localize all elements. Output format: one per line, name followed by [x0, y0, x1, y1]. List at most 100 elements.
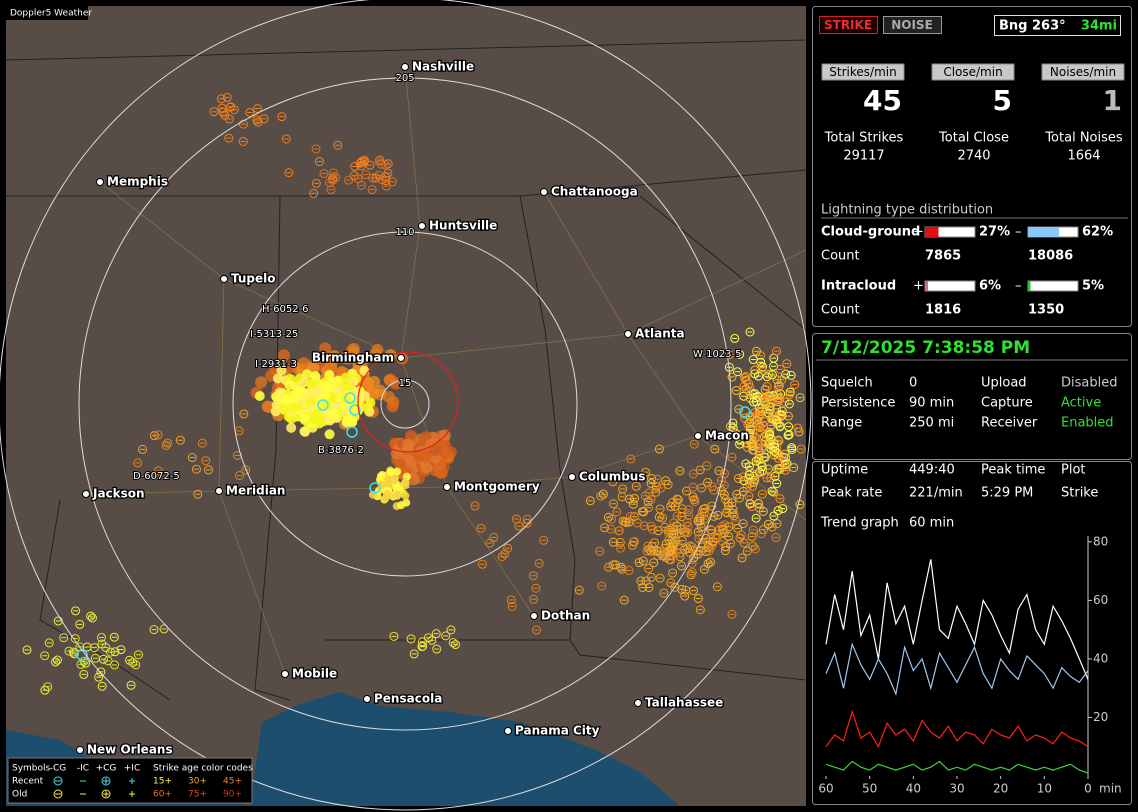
dist-name: Intracloud — [821, 279, 896, 294]
strike-symbol — [281, 395, 292, 406]
strike-symbol — [329, 408, 340, 419]
strike-symbol — [285, 361, 298, 374]
strike-symbol — [703, 559, 713, 569]
strike-symbol — [751, 346, 761, 356]
strike-symbol — [760, 436, 770, 446]
strike-symbol — [769, 511, 779, 521]
total-value: 29117 — [843, 149, 884, 164]
stats-cell: 221/min — [909, 486, 963, 501]
strike-symbol — [795, 500, 805, 510]
x-tick-label: 60 — [818, 782, 833, 796]
strike-symbol — [446, 625, 456, 635]
total-value: 1664 — [1067, 149, 1100, 164]
strike-symbol — [310, 371, 321, 382]
strike-symbol — [94, 672, 104, 682]
strike-symbol — [402, 498, 411, 507]
legend-type: +CG — [96, 764, 117, 774]
strike-symbol — [529, 594, 539, 604]
strike-symbol — [218, 107, 228, 117]
strike-symbol — [393, 467, 402, 476]
legend-symbol — [53, 789, 63, 799]
strike-symbol — [744, 379, 754, 389]
strike-symbol — [751, 397, 761, 407]
strike-symbol — [43, 682, 53, 692]
noise-button-label[interactable]: NOISE — [891, 18, 933, 32]
legend-type: +IC — [124, 764, 140, 774]
strike-symbol — [741, 459, 751, 469]
strike-symbol — [328, 168, 338, 178]
strike-symbol — [780, 397, 790, 407]
strike-symbol — [750, 544, 760, 554]
strike-symbol — [743, 419, 753, 429]
stats-cell: 449:40 — [909, 463, 955, 478]
strike-symbol — [784, 430, 794, 440]
strike-symbol — [608, 560, 618, 570]
strike-symbol — [609, 499, 619, 509]
city-label: Memphis — [107, 175, 168, 189]
strike-symbol — [86, 611, 96, 621]
strike-symbol — [277, 112, 287, 122]
city-label: Chattanooga — [551, 185, 638, 199]
strike-symbol — [70, 634, 80, 644]
strike-symbol — [340, 372, 351, 383]
trend-window: 60 min — [909, 516, 954, 531]
strike-button-label[interactable]: STRIKE — [824, 18, 872, 32]
strike-symbol — [688, 469, 698, 479]
strike-symbol — [670, 582, 680, 592]
strike-symbol — [747, 502, 757, 512]
x-tick-label: 10 — [1037, 782, 1052, 796]
settings-cell: Upload — [981, 376, 1027, 391]
strike-symbol — [771, 533, 781, 543]
strike-symbol — [693, 594, 703, 604]
rate-value: 5 — [993, 84, 1012, 117]
panel-box — [812, 6, 1132, 327]
strike-symbol — [312, 409, 323, 420]
range-rings — [0, 0, 812, 811]
gulf-water — [250, 692, 680, 806]
strike-symbol — [319, 342, 332, 355]
strike-symbol — [684, 511, 694, 521]
strike-symbol — [333, 140, 343, 150]
sign: + — [913, 279, 924, 294]
strike-symbol — [661, 539, 671, 549]
noise-button[interactable] — [883, 16, 942, 34]
strike-symbol — [162, 438, 172, 448]
strike-symbol — [252, 115, 262, 125]
legend-type: -CG — [50, 764, 67, 774]
strike-symbol — [755, 467, 765, 477]
strike-symbol — [252, 104, 262, 114]
strike-symbol — [649, 558, 659, 568]
strike-symbol — [655, 504, 665, 514]
strike-symbol — [677, 584, 687, 594]
strike-symbol — [793, 423, 803, 433]
strike-symbol — [658, 513, 668, 523]
strike-symbol — [700, 514, 710, 524]
storm-id: I-5313-25 — [250, 329, 298, 340]
strike-symbol — [708, 537, 718, 547]
strike-symbol — [489, 532, 499, 542]
rate-header-box — [1041, 63, 1125, 81]
strike-symbol — [745, 327, 755, 337]
strike-symbol — [324, 429, 335, 440]
strike-symbol — [752, 415, 762, 425]
strike-symbol — [417, 637, 427, 647]
count: 1816 — [925, 303, 961, 318]
strike-symbol — [159, 624, 169, 634]
strike-symbol — [387, 177, 397, 187]
strike-symbol — [197, 438, 207, 448]
city-dot — [401, 63, 409, 71]
strike-symbol — [672, 511, 682, 521]
strike-symbol — [764, 369, 774, 379]
city-label: Columbus — [579, 470, 646, 484]
strike-button[interactable] — [819, 16, 878, 34]
city-label: Panama City — [515, 724, 600, 738]
strike-symbol — [614, 526, 624, 536]
strike-symbol — [754, 410, 764, 420]
strike-symbol — [299, 426, 310, 437]
dist-percent: 5% — [1082, 279, 1104, 294]
bearing: Bng 263° — [999, 19, 1066, 34]
strike-symbol — [326, 185, 336, 195]
y-tick-label: 80 — [1093, 534, 1108, 548]
city-label: Pensacola — [374, 692, 442, 706]
settings-cell: Squelch — [821, 376, 873, 391]
